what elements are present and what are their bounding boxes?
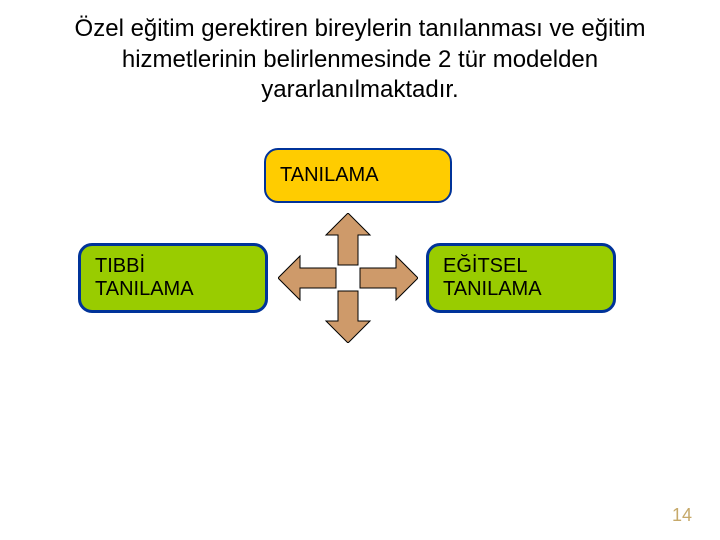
arrow-down-icon	[326, 291, 370, 343]
node-root-label: TANILAMA	[280, 164, 379, 187]
node-egitsel-tanimlama: EĞİTSEL TANILAMA	[426, 243, 616, 313]
node-tanimlama-root: TANILAMA	[264, 148, 452, 203]
arrow-right-icon	[360, 256, 418, 300]
four-way-arrows-icon	[278, 213, 418, 343]
arrow-left-icon	[278, 256, 336, 300]
node-tibbi-tanimlama: TIBBİ TANILAMA	[78, 243, 268, 313]
slide-title-text: Özel eğitim gerektiren bireylerin tanıla…	[75, 15, 646, 103]
node-left-label: TIBBİ TANILAMA	[95, 255, 194, 301]
node-right-label: EĞİTSEL TANILAMA	[443, 255, 542, 301]
page-number: 14	[672, 505, 692, 526]
slide-title: Özel eğitim gerektiren bireylerin tanıla…	[0, 14, 720, 106]
arrow-up-icon	[326, 213, 370, 265]
